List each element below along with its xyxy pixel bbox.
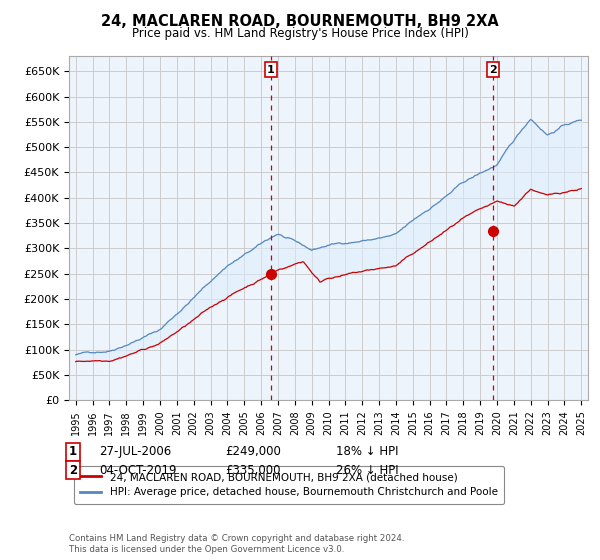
- Text: Contains HM Land Registry data © Crown copyright and database right 2024.
This d: Contains HM Land Registry data © Crown c…: [69, 534, 404, 554]
- Text: 1: 1: [267, 64, 275, 74]
- Text: 2: 2: [489, 64, 497, 74]
- Text: Price paid vs. HM Land Registry's House Price Index (HPI): Price paid vs. HM Land Registry's House …: [131, 27, 469, 40]
- Text: 18% ↓ HPI: 18% ↓ HPI: [336, 445, 398, 459]
- Text: £335,000: £335,000: [225, 464, 281, 477]
- Text: 24, MACLAREN ROAD, BOURNEMOUTH, BH9 2XA: 24, MACLAREN ROAD, BOURNEMOUTH, BH9 2XA: [101, 14, 499, 29]
- Text: 04-OCT-2019: 04-OCT-2019: [99, 464, 176, 477]
- Legend: 24, MACLAREN ROAD, BOURNEMOUTH, BH9 2XA (detached house), HPI: Average price, de: 24, MACLAREN ROAD, BOURNEMOUTH, BH9 2XA …: [74, 466, 504, 503]
- Text: 27-JUL-2006: 27-JUL-2006: [99, 445, 171, 459]
- Text: 26% ↓ HPI: 26% ↓ HPI: [336, 464, 398, 477]
- Text: 1: 1: [69, 445, 77, 459]
- Text: 2: 2: [69, 464, 77, 477]
- Text: £249,000: £249,000: [225, 445, 281, 459]
